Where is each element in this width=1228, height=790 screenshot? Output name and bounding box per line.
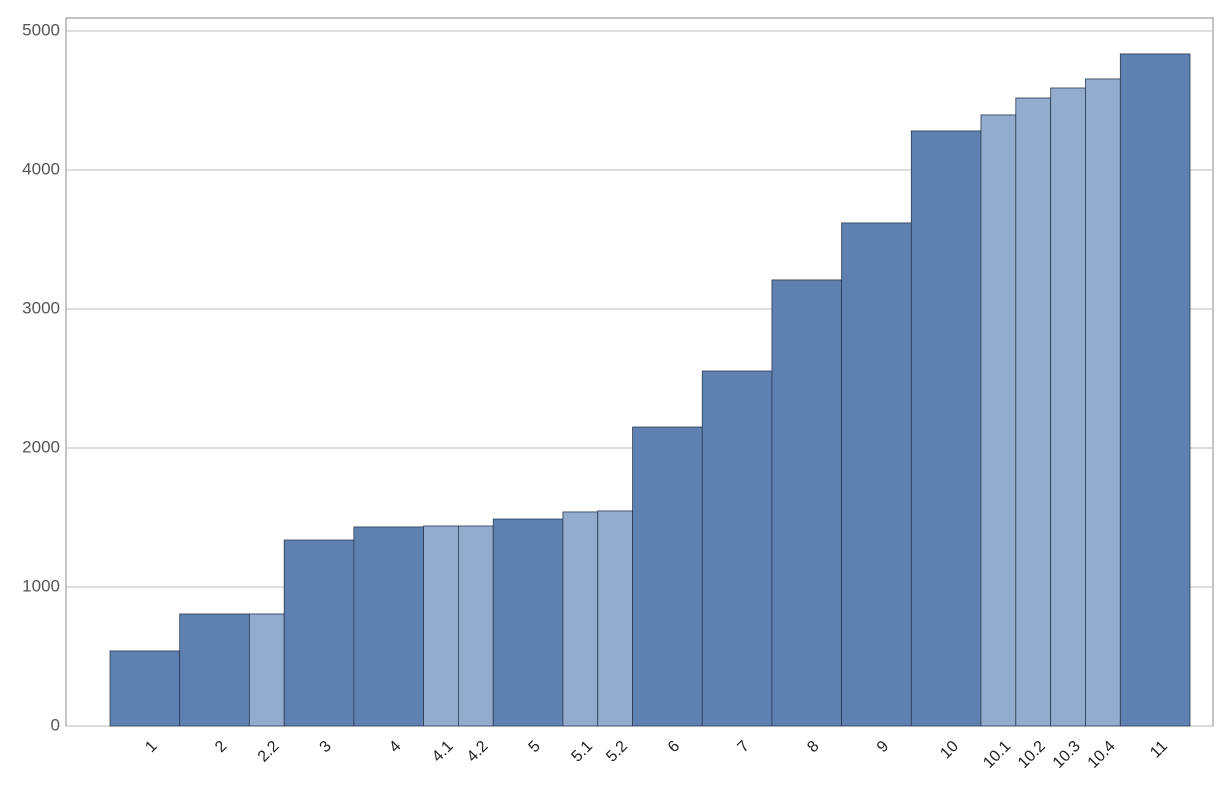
x-tick-label: 4.2 (464, 738, 492, 766)
bar (1085, 78, 1121, 727)
bar (701, 370, 773, 727)
bar (492, 518, 564, 727)
bar (423, 525, 459, 727)
bar (841, 222, 912, 727)
y-tick-label: 5000 (22, 20, 60, 39)
x-tick-label: 1 (142, 738, 160, 756)
bar (457, 525, 494, 727)
x-tick-label: 10.2 (1015, 738, 1049, 772)
bar (179, 613, 250, 727)
x-tick-label: 10 (937, 738, 962, 763)
bar (353, 526, 424, 727)
y-tick-label: 4000 (22, 159, 60, 178)
x-tick-label: 11 (1147, 738, 1171, 762)
x-tick-label: 10.3 (1050, 738, 1084, 772)
y-tick-label: 2000 (22, 437, 60, 456)
x-tick-label: 9 (874, 738, 892, 756)
x-tick-label: 5.1 (568, 738, 596, 766)
x-tick-label: 7 (735, 738, 753, 756)
x-tick-label: 8 (804, 738, 822, 756)
x-tick-label: 5 (526, 738, 544, 756)
bar (562, 511, 599, 727)
bar (109, 650, 181, 727)
bar (771, 279, 843, 727)
bar (597, 510, 633, 727)
y-tick-label: 1000 (22, 576, 60, 595)
bar (283, 539, 355, 727)
bar (1050, 87, 1086, 727)
bar (1119, 53, 1191, 727)
x-tick-label: 6 (665, 738, 683, 756)
x-tick-label: 2 (212, 738, 230, 756)
y-tick-label: 0 (51, 715, 60, 734)
bar (910, 130, 982, 727)
bar (980, 114, 1017, 727)
x-tick-label: 5.2 (603, 738, 631, 766)
bar (1015, 97, 1052, 727)
x-tick-label: 10.1 (980, 738, 1014, 772)
x-tick-label: 10.4 (1085, 738, 1119, 772)
bar (248, 613, 285, 727)
x-tick-label: 4.1 (429, 738, 457, 766)
x-tick-label: 4 (386, 738, 404, 756)
x-tick-label: 2.2 (255, 738, 283, 766)
x-tick-label: 3 (317, 738, 335, 756)
bar (632, 426, 703, 727)
y-tick-label: 3000 (22, 298, 60, 317)
